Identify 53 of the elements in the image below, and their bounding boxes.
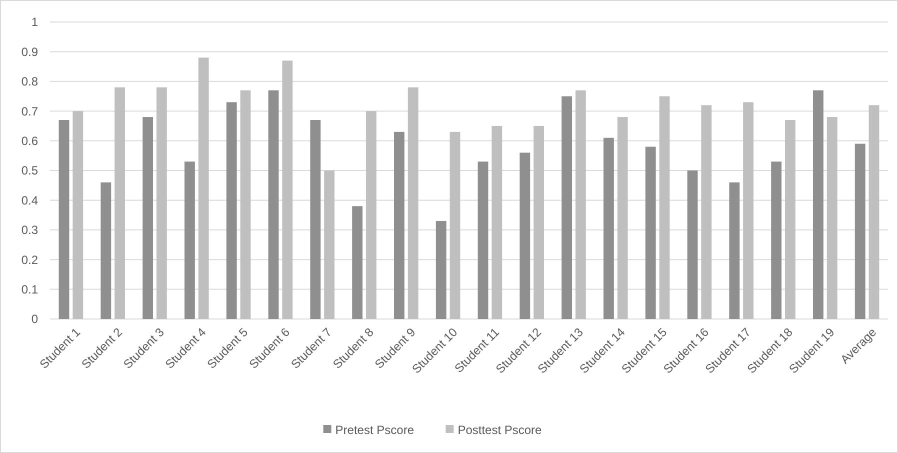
- bar: [575, 90, 586, 319]
- bar: [813, 90, 824, 319]
- y-tick-label: 0.7: [21, 104, 38, 118]
- bar: [324, 170, 334, 319]
- bar: [352, 206, 363, 319]
- legend-label: Pretest Pscore: [335, 423, 414, 438]
- bar: [450, 132, 460, 319]
- bar: [520, 152, 530, 319]
- bar: [310, 120, 321, 319]
- bar: [282, 60, 293, 319]
- bar: [645, 146, 656, 319]
- y-tick-label: 0.4: [21, 193, 38, 208]
- bar: [366, 111, 376, 319]
- y-tick-label: 0.2: [21, 252, 38, 267]
- bar: [156, 87, 167, 319]
- y-tick-label: 1: [31, 15, 38, 30]
- y-tick-label: 0.8: [21, 74, 38, 89]
- bar: [659, 96, 670, 319]
- bar: [729, 182, 740, 319]
- bar: [562, 96, 572, 319]
- bar: [868, 105, 880, 319]
- bar: [687, 170, 698, 319]
- bar: [394, 132, 404, 319]
- bar: [478, 162, 488, 319]
- bar: [198, 58, 209, 319]
- bar: [534, 126, 544, 319]
- bar: [617, 117, 628, 319]
- bar: [184, 162, 195, 319]
- y-tick-label: 0.9: [21, 44, 38, 59]
- bar: [743, 102, 754, 319]
- bar: [114, 87, 125, 319]
- y-tick-label: 0.6: [21, 134, 38, 148]
- legend-label: Posttest Pscore: [458, 423, 542, 438]
- bar: [771, 162, 782, 319]
- y-tick-label: 0.5: [21, 164, 38, 178]
- bar: [226, 102, 237, 319]
- bar: [100, 182, 112, 319]
- bar: [436, 220, 446, 319]
- bar: [240, 90, 251, 319]
- bar: [826, 117, 838, 319]
- bar: [72, 111, 84, 319]
- bar: [268, 90, 279, 319]
- bar: [854, 144, 866, 319]
- bar: [408, 87, 418, 319]
- bar: [604, 138, 614, 319]
- bar: [58, 120, 70, 319]
- bar: [784, 120, 796, 319]
- bar: [492, 126, 502, 319]
- bar: [142, 117, 154, 319]
- y-tick-label: 0.1: [21, 282, 38, 296]
- y-tick-label: 0.3: [21, 223, 38, 238]
- bar: [701, 105, 712, 319]
- y-tick-label: 0: [31, 312, 38, 326]
